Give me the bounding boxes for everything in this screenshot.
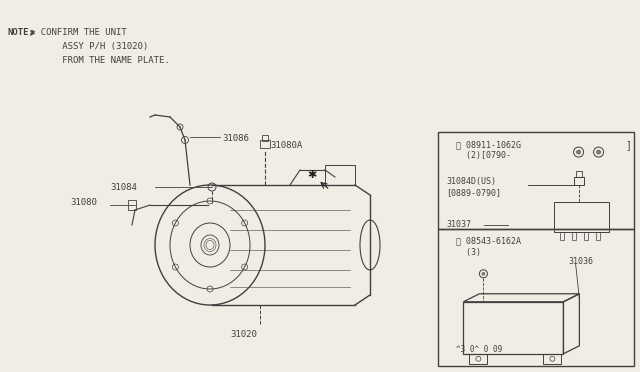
Text: 31086: 31086: [222, 134, 249, 143]
Bar: [260, 140, 270, 148]
Bar: [469, 354, 488, 364]
Text: FROM THE NAME PLATE.: FROM THE NAME PLATE.: [30, 56, 170, 65]
Text: Ⓝ 08911-1062G: Ⓝ 08911-1062G: [456, 140, 522, 149]
Bar: [572, 232, 575, 240]
Text: ^3 0^ 0 09: ^3 0^ 0 09: [456, 346, 502, 355]
Circle shape: [482, 272, 485, 275]
Text: 31084: 31084: [110, 183, 137, 192]
Text: 31020: 31020: [230, 330, 257, 339]
Bar: [584, 232, 588, 240]
Bar: [128, 200, 136, 210]
Text: ]: ]: [626, 140, 632, 150]
Text: ✱ CONFIRM THE UNIT: ✱ CONFIRM THE UNIT: [30, 28, 127, 37]
Bar: [596, 232, 600, 240]
Bar: [573, 177, 584, 185]
Bar: [438, 132, 634, 229]
Text: 31080: 31080: [70, 198, 97, 206]
Text: Ⓢ 08543-6162A: Ⓢ 08543-6162A: [456, 237, 522, 246]
Text: [0889-0790]: [0889-0790]: [447, 188, 501, 197]
Bar: [325, 165, 355, 185]
Text: 31084D(US): 31084D(US): [447, 177, 497, 186]
Text: ASSY P/H (31020): ASSY P/H (31020): [30, 42, 148, 51]
Circle shape: [596, 150, 600, 154]
Text: 31080A: 31080A: [270, 141, 302, 150]
Text: 31036: 31036: [568, 257, 594, 266]
Text: 31037: 31037: [447, 220, 472, 229]
Text: NOTE;: NOTE;: [8, 28, 35, 37]
Bar: [543, 354, 561, 364]
Bar: [463, 302, 563, 354]
Circle shape: [577, 150, 580, 154]
Bar: [438, 229, 634, 366]
Bar: [262, 135, 268, 141]
Text: ✱: ✱: [307, 170, 317, 180]
Text: (2)[0790-: (2)[0790-: [456, 151, 511, 160]
Text: (3): (3): [456, 248, 481, 257]
Bar: [559, 232, 564, 240]
Bar: [575, 171, 582, 177]
